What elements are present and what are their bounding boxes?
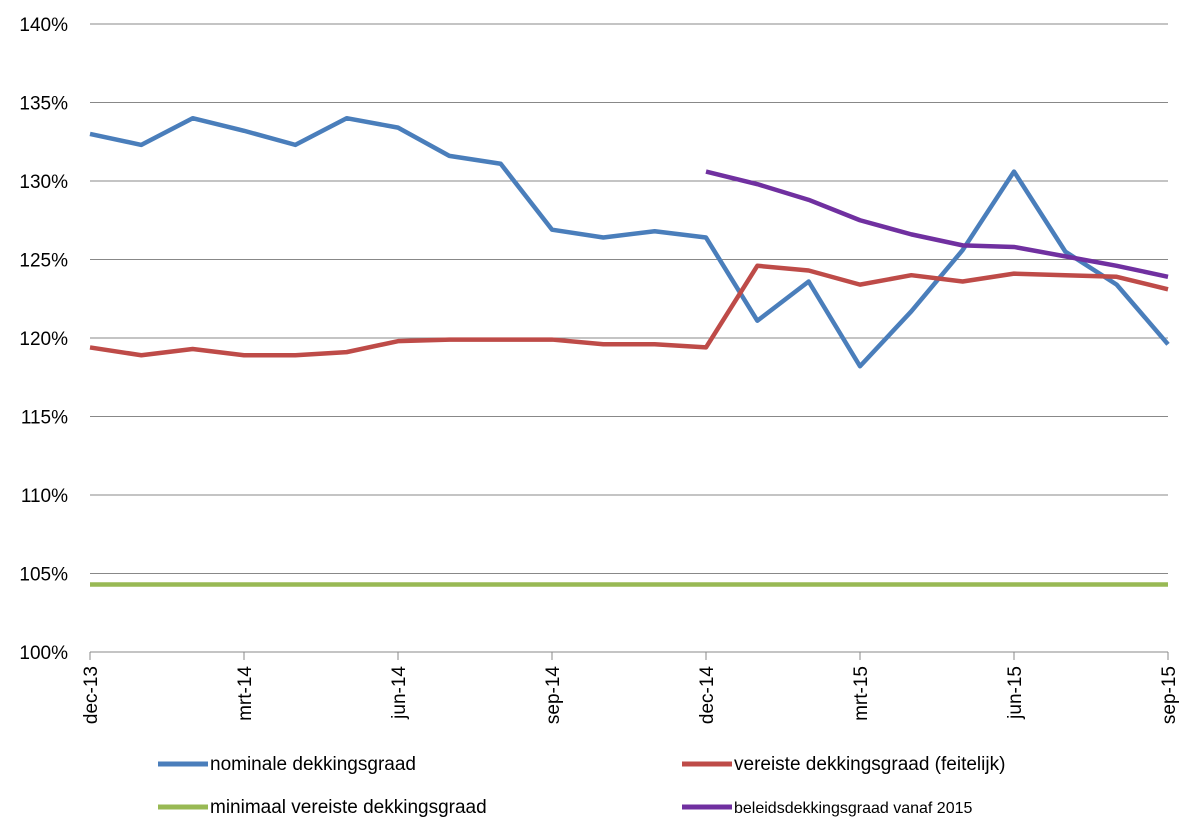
y-tick-label: 100% [19,643,68,664]
y-tick-label: 105% [19,565,68,586]
legend-label: vereiste dekkingsgraad (feitelijk) [734,754,1005,775]
x-tick-label: mrt-15 [851,666,872,721]
y-tick-label: 125% [19,251,68,272]
y-tick-label: 135% [19,94,68,115]
series-line [89,263,1169,358]
series-line [705,169,1169,279]
x-tick-label: sep-14 [543,666,564,725]
x-tick-label: dec-14 [697,666,718,725]
series-line [89,115,1170,369]
legend-label: beleidsdekkingsgraad vanaf 2015 [734,800,973,817]
y-tick-label: 140% [19,15,68,36]
legend-label: nominale dekkingsgraad [210,754,416,775]
y-tick-label: 110% [21,486,68,507]
legend-label: minimaal vereiste dekkingsgraad [210,797,487,818]
x-tick-label: jun-15 [1005,666,1026,720]
x-tick-label: dec-13 [81,666,102,724]
y-tick-label: 130% [19,172,68,193]
y-tick-label: 115% [21,408,68,429]
x-tick-label: sep-15 [1159,666,1180,724]
x-tick-label: jun-14 [389,666,410,720]
y-tick-label: 120% [19,329,68,350]
x-tick-label: mrt-14 [235,666,256,721]
